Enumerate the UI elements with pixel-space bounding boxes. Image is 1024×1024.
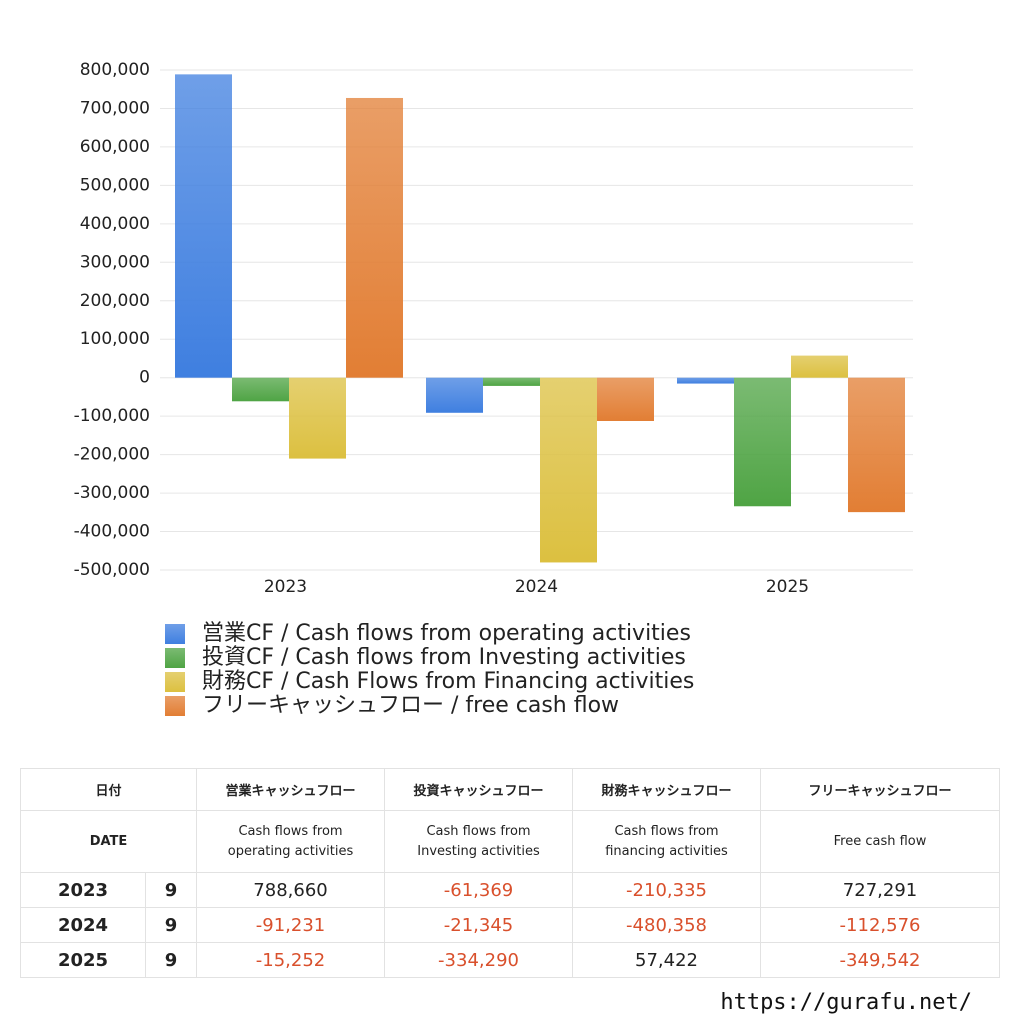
bar <box>848 377 905 513</box>
bar <box>175 74 232 378</box>
y-tick-label: 600,000 <box>80 137 150 157</box>
value-cell: 788,660 <box>196 872 386 908</box>
year-cell: 2025 <box>20 942 146 978</box>
value-cell: -349,542 <box>760 942 1001 978</box>
bar <box>791 355 848 378</box>
legend-label: 投資CF / Cash flows from Investing activit… <box>202 645 686 670</box>
year-cell: 2024 <box>20 907 146 943</box>
y-tick-label: 0 <box>139 368 150 388</box>
table-row: 2025 9 -15,252 -334,290 57,422 -349,542 <box>20 942 1001 978</box>
y-tick-label: -100,000 <box>74 406 150 426</box>
bar <box>597 377 654 421</box>
value-cell: -210,335 <box>572 872 762 908</box>
legend-swatch <box>165 624 185 644</box>
table-row: 2023 9 788,660 -61,369 -210,335 727,291 <box>20 872 1001 908</box>
header-sub: Free cash flow <box>760 810 1001 873</box>
header-sub: Cash flows from Investing activities <box>384 810 574 873</box>
x-tick-label: 2023 <box>264 577 307 597</box>
legend-label: 財務CF / Cash Flows from Financing activit… <box>202 669 694 694</box>
value-cell: -480,358 <box>572 907 762 943</box>
month-cell: 9 <box>144 942 198 978</box>
value-cell: -61,369 <box>384 872 574 908</box>
value-cell: -334,290 <box>384 942 574 978</box>
month-cell: 9 <box>144 907 198 943</box>
data-table: 日付 営業キャッシュフロー 投資キャッシュフロー 財務キャッシュフロー フリーキャッシュ… <box>19 768 1001 978</box>
year-cell: 2023 <box>20 872 146 908</box>
header-sub: Cash flows from operating activities <box>196 810 386 873</box>
value-cell: 727,291 <box>760 872 1001 908</box>
footer-url: https://gurafu.net/ <box>720 990 972 1015</box>
y-tick-label: 100,000 <box>80 329 150 349</box>
chart: -500,000 -400,000 -300,000 -200,000 -100,000… <box>74 60 913 718</box>
value-cell: -21,345 <box>384 907 574 943</box>
value-cell: -112,576 <box>760 907 1001 943</box>
header-text: Free cash flow <box>833 833 927 849</box>
y-tick-label: -500,000 <box>74 560 150 580</box>
y-tick-label: -400,000 <box>74 522 150 542</box>
header-text: Cash flows from financing activities <box>605 823 728 859</box>
bar <box>734 377 791 507</box>
x-tick-label: 2024 <box>515 577 558 597</box>
value-cell: 57,422 <box>572 942 762 978</box>
legend-label: フリーキャッシュフロー / free cash flow <box>202 693 619 718</box>
bar <box>677 377 734 384</box>
header-top: 投資キャッシュフロー <box>384 768 574 811</box>
month-cell: 9 <box>144 872 198 908</box>
bar <box>426 377 483 413</box>
y-tick-label: -200,000 <box>74 445 150 465</box>
value-cell: -15,252 <box>196 942 386 978</box>
y-tick-label: 300,000 <box>80 252 150 272</box>
y-tick-label: 700,000 <box>80 98 150 118</box>
bar <box>232 377 289 402</box>
legend-label: 営業CF / Cash flows from operating activit… <box>202 621 691 646</box>
y-tick-label: 200,000 <box>80 291 150 311</box>
x-tick-label: 2025 <box>766 577 809 597</box>
header-text: Cash flows from operating activities <box>227 823 354 859</box>
y-tick-label: -300,000 <box>74 483 150 503</box>
header-text: Cash flows from Investing activities <box>417 823 540 859</box>
y-tick-label: 500,000 <box>80 175 150 195</box>
bar <box>483 377 540 386</box>
bar <box>540 377 597 563</box>
value-cell: -91,231 <box>196 907 386 943</box>
header-top: 財務キャッシュフロー <box>572 768 762 811</box>
legend-swatch <box>165 696 185 716</box>
header-top: フリーキャッシュフロー <box>760 768 1001 811</box>
bar <box>289 377 346 459</box>
header-sub: Cash flows from financing activities <box>572 810 762 873</box>
legend-swatch <box>165 648 185 668</box>
y-tick-label: 400,000 <box>80 214 150 234</box>
y-tick-label: 800,000 <box>80 60 150 80</box>
legend-swatch <box>165 672 185 692</box>
table-row: DATE Cash flows from operating activities… <box>19 810 1001 873</box>
header-date: DATE <box>19 810 198 873</box>
table-row: 2024 9 -91,231 -21,345 -480,358 -112,576 <box>20 907 1001 943</box>
header-top: 日付 <box>19 768 198 811</box>
header-top: 営業キャッシュフロー <box>196 768 386 811</box>
table-row: 日付 営業キャッシュフロー 投資キャッシュフロー 財務キャッシュフロー フリーキャッシュ… <box>19 768 1001 811</box>
bar <box>346 97 403 378</box>
